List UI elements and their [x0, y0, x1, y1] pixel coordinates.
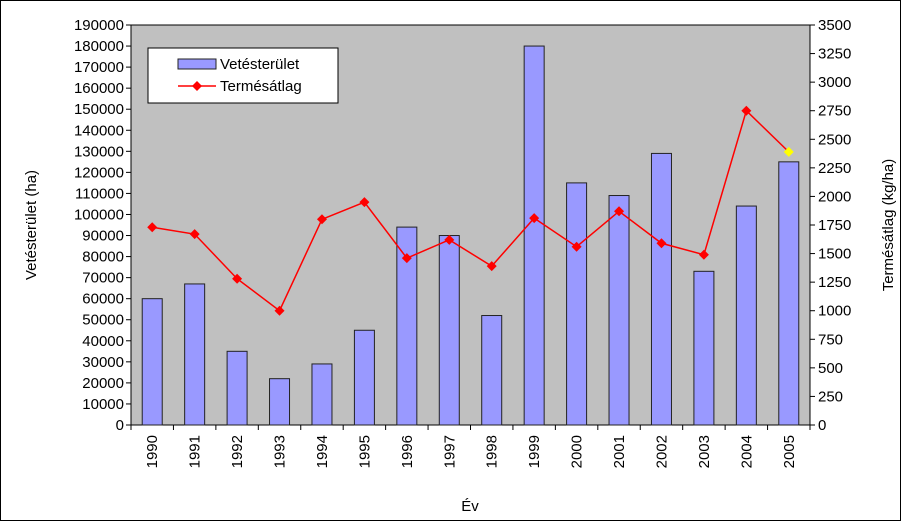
bar	[481, 315, 503, 426]
bar	[269, 378, 291, 426]
line-marker	[741, 105, 752, 116]
y-tick-label: 180000	[74, 38, 124, 55]
y-tick-label: 170000	[74, 59, 124, 76]
x-tick-label: 1993	[272, 435, 289, 468]
x-axis-title: Év	[461, 498, 479, 515]
bar	[438, 235, 460, 426]
bar	[141, 298, 163, 426]
x-tick-label: 1990	[144, 435, 161, 468]
x-tick-label: 1999	[526, 435, 543, 468]
y2-tick-label: 500	[818, 360, 843, 377]
y2-tick-label: 2000	[818, 188, 851, 205]
line-marker	[316, 214, 327, 225]
line-marker	[189, 229, 200, 240]
x-tick-label: 2005	[781, 435, 798, 468]
line-marker	[359, 197, 370, 208]
y-tick-label: 150000	[74, 101, 124, 118]
bar	[226, 350, 248, 426]
y2-tick-label: 0	[818, 417, 826, 434]
line-marker	[698, 249, 709, 260]
y-tick-label: 20000	[82, 375, 124, 392]
x-tick-label: 1995	[356, 435, 373, 468]
bar	[650, 152, 672, 426]
line-marker	[614, 206, 625, 217]
y2-tick-label: 1500	[818, 246, 851, 263]
line-marker	[656, 238, 667, 249]
bar	[353, 329, 375, 426]
y2-tick-label: 750	[818, 331, 843, 348]
y-tick-label: 10000	[82, 396, 124, 413]
y-tick-label: 190000	[74, 17, 124, 34]
bar	[311, 363, 333, 426]
y2-tick-label: 250	[818, 388, 843, 405]
y-tick-label: 30000	[82, 354, 124, 371]
line-marker	[274, 305, 285, 316]
x-tick-label: 1998	[484, 435, 501, 468]
y2-tick-label: 3250	[818, 46, 851, 63]
y-tick-label: 130000	[74, 143, 124, 160]
line-marker	[444, 234, 455, 245]
y2-tick-label: 2500	[818, 131, 851, 148]
x-tick-label: 1991	[187, 435, 204, 468]
line-marker	[529, 213, 540, 224]
y-tick-label: 70000	[82, 270, 124, 287]
x-tick-label: 2003	[696, 435, 713, 468]
line-marker	[486, 261, 497, 272]
y-tick-label: 100000	[74, 206, 124, 223]
x-tick-label: 1992	[229, 435, 246, 468]
y2-tick-label: 3000	[818, 74, 851, 91]
x-tick-label: 2001	[611, 435, 628, 468]
y-tick-label: 160000	[74, 80, 124, 97]
bar	[778, 161, 800, 426]
line-marker	[783, 146, 794, 157]
bar	[735, 205, 757, 426]
y-tick-label: 60000	[82, 291, 124, 308]
y-tick-label: 110000	[75, 185, 124, 202]
line-marker	[401, 253, 412, 264]
line-marker	[147, 222, 158, 233]
y-tick-label: 50000	[82, 312, 124, 329]
bar	[693, 270, 715, 426]
line	[152, 109, 790, 312]
y-tick-label: 120000	[74, 164, 124, 181]
legend	[147, 47, 339, 104]
x-tick-label: 2002	[653, 435, 670, 468]
bar	[523, 45, 545, 426]
y2-axis-title: Termésátlag (kg/ha)	[880, 159, 897, 292]
y2-tick-label: 1750	[818, 217, 851, 234]
legend-label: Termésátlag	[220, 78, 302, 95]
y2-tick-label: 1000	[818, 303, 851, 320]
legend-swatch	[192, 81, 202, 91]
line-marker	[571, 241, 582, 252]
bar	[566, 182, 588, 426]
x-tick-label: 2004	[738, 435, 755, 468]
x-tick-label: 2000	[569, 435, 586, 468]
legend-swatch	[177, 58, 217, 70]
y-axis-title: Vetésterület (ha)	[23, 170, 40, 280]
y-tick-label: 0	[116, 417, 124, 434]
bar	[608, 195, 630, 426]
y-tick-label: 140000	[74, 122, 124, 139]
y2-tick-label: 1250	[818, 274, 851, 291]
legend-label: Vetésterület	[220, 56, 300, 73]
x-tick-label: 1996	[399, 435, 416, 468]
line-marker	[232, 273, 243, 284]
y-tick-label: 40000	[82, 333, 124, 350]
bar	[396, 226, 418, 426]
x-tick-label: 1994	[314, 435, 331, 468]
y2-tick-label: 3500	[818, 17, 851, 34]
bar	[184, 283, 206, 426]
y-tick-label: 90000	[82, 228, 124, 245]
y-tick-label: 80000	[82, 249, 124, 266]
y2-tick-label: 2750	[818, 103, 851, 120]
x-tick-label: 1997	[441, 435, 458, 468]
y2-tick-label: 2250	[818, 160, 851, 177]
